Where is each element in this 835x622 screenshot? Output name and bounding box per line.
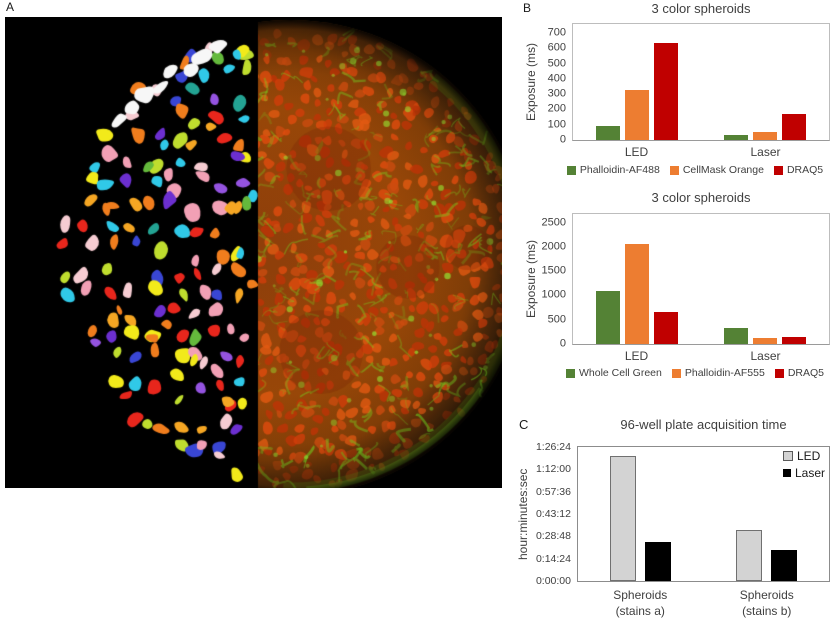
chart-title: 3 color spheroids — [651, 1, 751, 16]
y-tick-label: 0 — [559, 337, 566, 350]
bar-laser — [645, 542, 672, 581]
y-tick-label: 2000 — [541, 240, 566, 253]
legend-swatch — [773, 165, 783, 175]
y-tick-label: 400 — [547, 72, 566, 85]
bar-draq5 — [782, 114, 806, 140]
bar-draq5 — [654, 43, 678, 140]
legend: Phalloidin-AF488 CellMask Orange DRAQ5 — [555, 164, 835, 176]
legend-swatch — [774, 368, 784, 378]
bar-cellmask-orange — [625, 89, 649, 140]
bar-phalloidin-af488 — [596, 126, 620, 140]
acquisition-time-chart: 96-well plate acquisition time hour:minu… — [515, 410, 835, 622]
legend: LED Laser — [782, 449, 825, 480]
y-tick-label: 0:28:48 — [535, 530, 571, 543]
x-category-label: Spheroids (stains a) — [613, 588, 668, 618]
bar-group — [578, 447, 704, 581]
y-tick-label: 200 — [547, 102, 566, 115]
y-tick-label: 0:57:36 — [535, 485, 571, 498]
y-tick-label: 0:14:24 — [535, 552, 571, 565]
bar-led — [735, 529, 762, 581]
bar-laser — [770, 549, 797, 581]
legend-swatch — [566, 165, 576, 175]
bar-group — [701, 24, 829, 140]
legend-label: LED — [796, 449, 821, 463]
legend-label: Whole Cell Green — [578, 367, 662, 379]
bar-phalloidin-af555 — [625, 244, 649, 344]
y-tick-label: 1:12:00 — [535, 463, 571, 476]
legend-swatch — [565, 368, 575, 378]
exposure-chart-a: 3 color spheroids Exposure (ms) 0 100 200 3… — [515, 0, 835, 184]
y-tick-label: 1:26:24 — [535, 440, 571, 453]
chart-title: 96-well plate acquisition time — [620, 417, 787, 432]
legend-label: Phalloidin-AF555 — [684, 367, 765, 379]
x-category-label: LED — [624, 349, 649, 363]
y-tick-label: 1500 — [541, 264, 566, 277]
plot-area: 0:00:00 0:14:24 0:28:48 0:43:12 0:57:36 1:12:… — [536, 442, 830, 586]
y-tick-label: 1000 — [541, 288, 566, 301]
legend-item: Phalloidin-AF555 — [671, 367, 765, 379]
bar-phalloidin-af488 — [724, 134, 748, 140]
x-category-label: Spheroids (stains b) — [739, 588, 794, 618]
legend-item: LED — [782, 449, 821, 463]
plot-area: 0 500 1000 1500 2000 2500 — [542, 213, 830, 349]
x-axis-labels: Spheroids (stains a) Spheroids (stains b) — [577, 588, 830, 619]
y-tick-label: 100 — [547, 118, 566, 131]
panel-b-label: B — [523, 1, 532, 15]
bar-whole-cell-green — [596, 291, 620, 344]
y-tick-label: 2500 — [541, 216, 566, 229]
legend-item: Phalloidin-AF488 — [566, 164, 660, 176]
bar-cellmask-orange — [753, 132, 777, 140]
bar-draq5 — [654, 312, 678, 344]
y-tick-label: 0 — [559, 133, 566, 146]
bar-group — [573, 214, 701, 344]
legend-label: Phalloidin-AF488 — [579, 164, 660, 176]
x-category-label: Laser — [750, 145, 781, 159]
y-axis-title: hour:minutes:sec — [516, 468, 530, 560]
x-category-label: Laser — [750, 349, 781, 363]
plot-area: 0 100 200 300 400 500 600 700 — [548, 23, 830, 145]
legend: Whole Cell Green Phalloidin-AF555 DRAQ5 — [555, 367, 835, 379]
legend-item: Whole Cell Green — [565, 367, 662, 379]
bar-phalloidin-af555 — [753, 338, 777, 344]
y-tick-label: 300 — [547, 87, 566, 100]
bar-whole-cell-green — [724, 327, 748, 344]
bar-group — [701, 214, 829, 344]
y-tick-label: 500 — [547, 313, 566, 326]
legend-label: Laser — [794, 466, 825, 480]
y-axis-title: Exposure (ms) — [524, 42, 538, 122]
spheroid-microscopy-image — [5, 17, 502, 488]
panel-c-label: C — [519, 417, 529, 432]
legend-swatch — [671, 368, 681, 378]
x-axis-labels: LED Laser — [572, 349, 830, 365]
legend-label: DRAQ5 — [786, 164, 824, 176]
legend-label: DRAQ5 — [787, 367, 825, 379]
legend-swatch — [782, 469, 791, 477]
bar-draq5 — [782, 337, 806, 344]
y-axis-title: Exposure (ms) — [524, 239, 538, 319]
y-tick-label: 700 — [547, 26, 566, 39]
x-category-label: LED — [624, 145, 649, 159]
x-axis-labels: LED Laser — [572, 145, 830, 161]
chart-title: 3 color spheroids — [651, 190, 751, 205]
y-tick-label: 0:43:12 — [535, 507, 571, 520]
legend-swatch — [669, 165, 679, 175]
bar-group — [573, 24, 701, 140]
panel-a-label: A — [6, 0, 15, 14]
exposure-chart-b: 3 color spheroids Exposure (ms) 0 500 1000… — [515, 186, 835, 384]
bar-group — [704, 447, 830, 581]
legend-item: CellMask Orange — [669, 164, 764, 176]
legend-swatch — [782, 451, 793, 461]
legend-item: DRAQ5 — [773, 164, 824, 176]
bar-led — [610, 456, 637, 581]
y-tick-label: 600 — [547, 41, 566, 54]
y-tick-label: 0:00:00 — [535, 574, 571, 587]
legend-item: Laser — [782, 466, 825, 480]
legend-label: CellMask Orange — [682, 164, 764, 176]
y-tick-label: 500 — [547, 57, 566, 70]
legend-item: DRAQ5 — [774, 367, 825, 379]
